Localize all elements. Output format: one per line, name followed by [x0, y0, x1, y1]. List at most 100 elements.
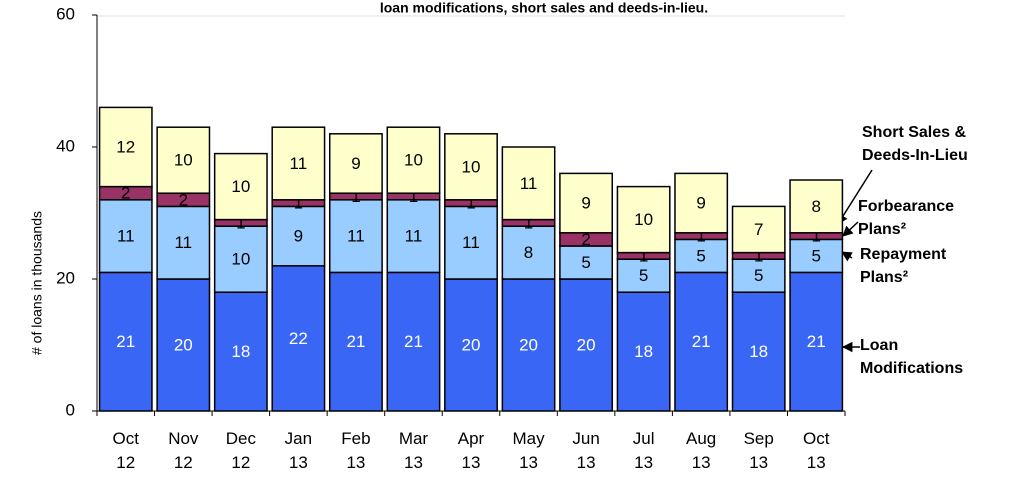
- value-label: 5: [754, 266, 763, 285]
- value-label: 1: [409, 187, 418, 206]
- value-label: 1: [524, 213, 533, 232]
- bar-segment: [328, 199, 383, 274]
- bar-segment: [271, 205, 326, 267]
- y-tick-label: 40: [56, 136, 75, 155]
- value-label: 7: [754, 220, 763, 239]
- value-label: 22: [289, 329, 308, 348]
- bar-segment: [386, 126, 441, 194]
- bar-segment: [213, 152, 268, 221]
- legend-label: Short Sales & Deeds-In-Lieu: [862, 124, 968, 164]
- value-label: 11: [174, 233, 192, 252]
- value-label: 21: [807, 332, 826, 351]
- value-label: 20: [462, 335, 481, 354]
- value-label: 1: [466, 194, 475, 213]
- value-label: 18: [231, 342, 250, 361]
- legend-label: Repayment Plans²: [860, 246, 947, 286]
- value-label: 9: [351, 154, 360, 173]
- value-label: 5: [696, 246, 705, 265]
- value-label: 2: [581, 230, 590, 249]
- x-tick-label: Apr 13: [458, 429, 485, 472]
- value-label: 1: [754, 246, 763, 265]
- value-label: 1: [351, 187, 360, 206]
- bar-segment: [328, 271, 383, 412]
- x-tick-label: Oct 12: [113, 429, 140, 472]
- value-label: 2: [121, 184, 130, 203]
- annotation-arrows: [837, 169, 873, 353]
- x-tick-label: Oct 13: [803, 429, 830, 472]
- bar-segment: [271, 126, 326, 201]
- x-tick-label: Jul 13: [633, 429, 655, 472]
- arrow: [841, 251, 853, 262]
- bar-segment: [271, 265, 326, 412]
- value-label: 1: [236, 213, 245, 232]
- value-label: 18: [749, 342, 768, 361]
- value-label: 21: [692, 332, 711, 351]
- value-label: 1: [294, 194, 303, 213]
- value-label: 10: [462, 157, 481, 176]
- bar-segment: [789, 179, 844, 234]
- bar-segment: [386, 271, 441, 412]
- value-label: 12: [116, 137, 135, 156]
- value-label: 18: [634, 342, 653, 361]
- value-label: 10: [634, 210, 653, 229]
- value-label: 1: [639, 246, 648, 265]
- bar-segment: [213, 291, 268, 412]
- y-tick-label: 60: [56, 4, 75, 23]
- value-label: 10: [404, 151, 423, 170]
- bar-segment: [501, 225, 556, 280]
- value-label: 21: [404, 332, 423, 351]
- x-tick-label: Mar 13: [399, 429, 429, 472]
- bar-segment: [501, 146, 556, 221]
- value-label: 20: [577, 335, 596, 354]
- x-tick-label: Feb 13: [341, 429, 370, 472]
- arrow: [842, 221, 859, 237]
- x-tick-label: Jan 13: [285, 429, 312, 472]
- y-tick-label: 20: [56, 268, 75, 287]
- bar-segment: [98, 199, 153, 274]
- value-label: 5: [811, 246, 820, 265]
- value-label: 9: [581, 194, 590, 213]
- value-label: 11: [117, 227, 135, 246]
- bar-segment: [98, 271, 153, 412]
- value-label: 9: [294, 227, 303, 246]
- x-tick-label: Nov 12: [168, 429, 199, 472]
- legend-label: Forbearance Plans²: [858, 198, 954, 238]
- bar-segment: [789, 271, 844, 412]
- value-label: 11: [347, 227, 365, 246]
- value-label: 1: [811, 227, 820, 246]
- x-tick-label: Dec 12: [226, 429, 257, 472]
- value-label: 2: [179, 190, 188, 209]
- y-tick-label: 0: [66, 400, 75, 419]
- value-label: 8: [811, 197, 820, 216]
- value-label: 8: [524, 243, 533, 262]
- bar-segment: [731, 258, 786, 293]
- legend-label: Loan Modifications: [860, 337, 963, 377]
- value-label: 5: [581, 253, 590, 272]
- x-tick-label: Sep 13: [744, 429, 774, 472]
- bar-segment: [731, 291, 786, 412]
- value-label: 11: [520, 174, 538, 193]
- value-label: 9: [696, 194, 705, 213]
- value-label: 20: [174, 335, 193, 354]
- value-label: 11: [290, 154, 308, 173]
- bar-segment: [616, 185, 671, 254]
- bar-segment: [156, 126, 211, 194]
- x-tick-label: May 13: [512, 429, 545, 472]
- value-label: 10: [231, 250, 250, 269]
- bar-segment: [559, 172, 614, 234]
- value-label: 10: [231, 177, 250, 196]
- bar-segment: [98, 106, 153, 188]
- y-axis-label: # of loans in thousands: [29, 211, 45, 355]
- value-label: 1: [696, 227, 705, 246]
- value-label: 11: [405, 227, 423, 246]
- bar-segment: [674, 271, 729, 412]
- bar-segment: [444, 133, 498, 201]
- bar-segment: [731, 205, 786, 254]
- arrow: [837, 169, 873, 225]
- bar-segment: [386, 199, 441, 274]
- bar-segment: [501, 278, 556, 412]
- value-label: 5: [639, 266, 648, 285]
- value-label: 11: [462, 233, 480, 252]
- x-tick-label: Aug 13: [686, 429, 716, 472]
- value-label: 10: [174, 151, 193, 170]
